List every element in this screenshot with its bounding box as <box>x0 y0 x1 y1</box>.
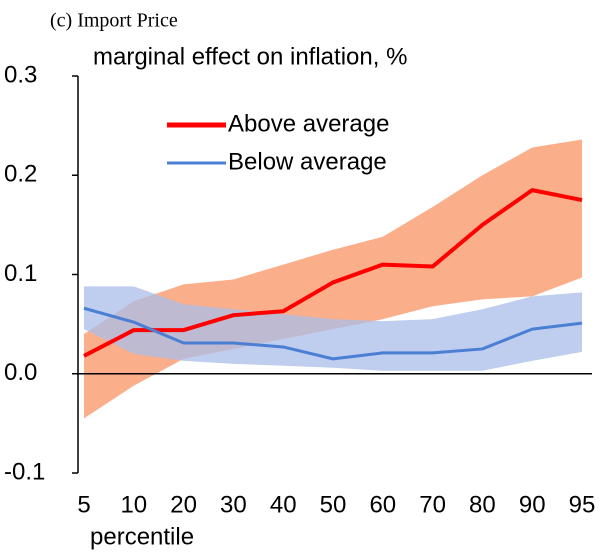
x-tick-label: 30 <box>220 491 247 518</box>
y-tick-label: 0.1 <box>4 260 37 287</box>
x-tick-label: 50 <box>320 491 347 518</box>
chart-title: (c) Import Price <box>50 10 178 32</box>
x-tick-label: 80 <box>469 491 496 518</box>
series-line <box>83 306 583 361</box>
x-tick-label: 10 <box>120 491 147 518</box>
series-line <box>83 188 583 358</box>
x-axis-label: percentile <box>90 523 194 550</box>
y-tick-label: -0.1 <box>4 458 45 485</box>
y-axis-label: marginal effect on inflation, % <box>93 43 407 70</box>
y-tick-label: 0.2 <box>4 161 37 188</box>
x-tick-label: 90 <box>519 491 546 518</box>
y-tick-label: 0.3 <box>4 61 37 88</box>
x-tick-label: 40 <box>270 491 297 518</box>
x-tick-label: 95 <box>569 491 596 518</box>
x-tick-label: 5 <box>77 491 90 518</box>
x-tick-label: 20 <box>170 491 197 518</box>
x-tick-label: 70 <box>419 491 446 518</box>
confidence-band <box>84 139 582 419</box>
x-tick-label: 60 <box>369 491 396 518</box>
y-tick-label: 0.0 <box>4 359 37 386</box>
legend-label: Below average <box>228 148 387 175</box>
legend-label: Above average <box>228 110 389 137</box>
